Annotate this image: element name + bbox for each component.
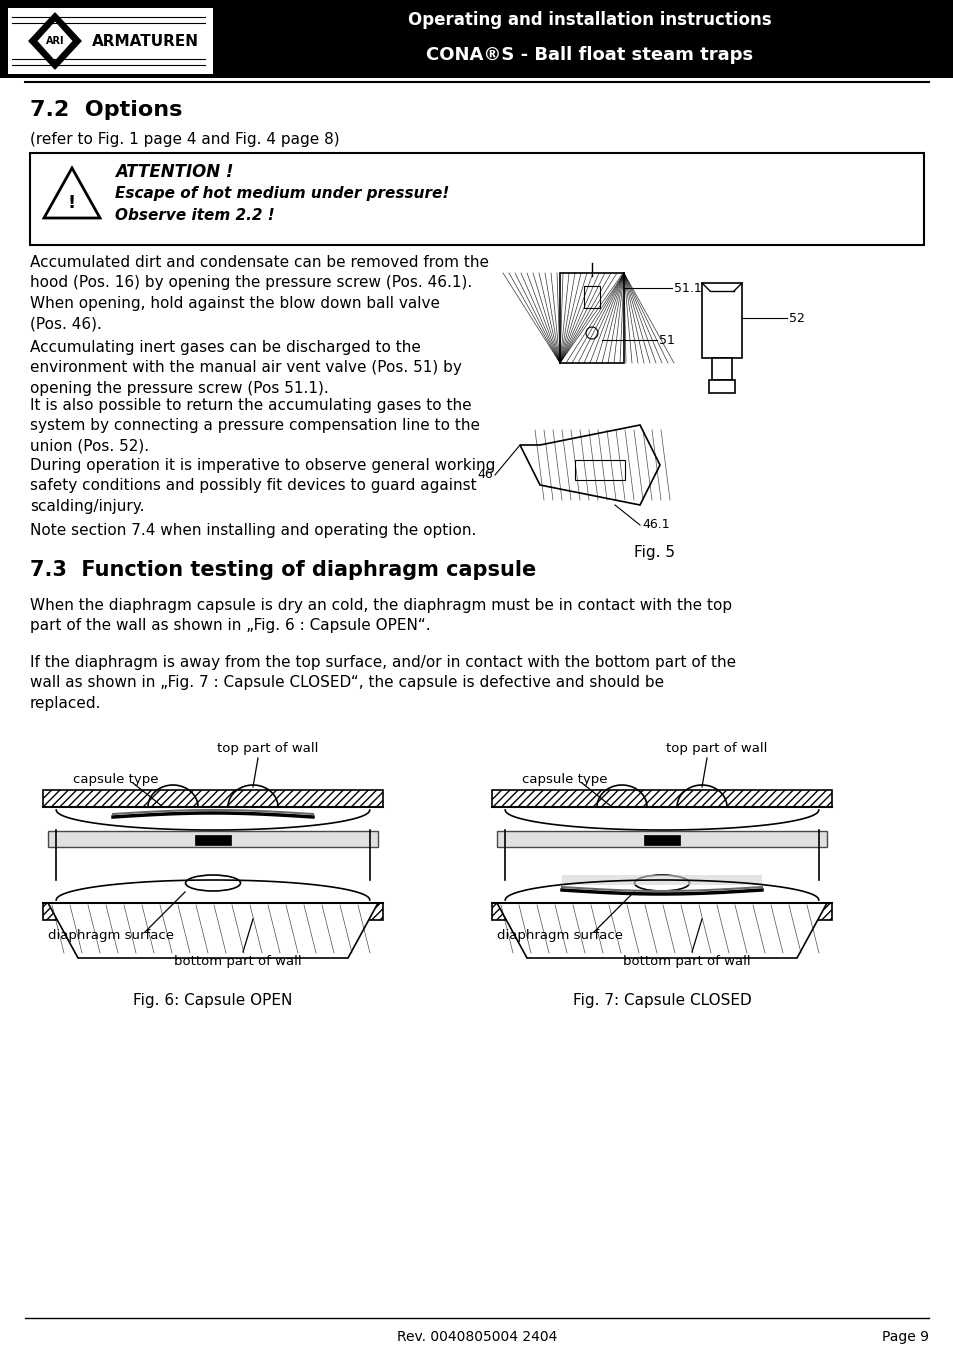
Text: 46.1: 46.1	[641, 519, 669, 531]
Text: It is also possible to return the accumulating gases to the
system by connecting: It is also possible to return the accumu…	[30, 399, 479, 454]
Bar	[30, 153, 923, 245]
Polygon shape	[519, 426, 659, 505]
Ellipse shape	[634, 875, 689, 892]
Polygon shape	[44, 168, 100, 218]
Text: diaphragm surface: diaphragm surface	[497, 928, 622, 942]
Text: During operation it is imperative to observe general working
safety conditions a: During operation it is imperative to obs…	[30, 458, 495, 513]
Bar	[701, 282, 741, 358]
Bar	[561, 875, 761, 885]
Text: 7.3  Function testing of diaphragm capsule: 7.3 Function testing of diaphragm capsul…	[30, 561, 536, 580]
Ellipse shape	[585, 327, 598, 339]
Text: CONA®S - Ball float steam traps: CONA®S - Ball float steam traps	[426, 46, 753, 63]
Ellipse shape	[185, 875, 240, 892]
Text: ATTENTION !: ATTENTION !	[115, 163, 233, 181]
Polygon shape	[29, 14, 81, 69]
Text: Fig. 6: Capsule OPEN: Fig. 6: Capsule OPEN	[133, 993, 293, 1008]
Bar	[575, 459, 624, 480]
Bar	[559, 273, 623, 363]
Polygon shape	[37, 22, 73, 61]
Text: 7.2  Options: 7.2 Options	[30, 100, 182, 120]
Bar	[8, 8, 213, 74]
Bar	[492, 902, 831, 920]
Text: Accumulating inert gases can be discharged to the
environment with the manual ai: Accumulating inert gases can be discharg…	[30, 340, 461, 396]
Bar	[711, 358, 731, 380]
Text: Rev. 0040805004 2404: Rev. 0040805004 2404	[396, 1329, 557, 1344]
Bar	[194, 835, 231, 844]
Text: ARI: ARI	[46, 36, 64, 46]
Text: Fig. 7: Capsule CLOSED: Fig. 7: Capsule CLOSED	[572, 993, 751, 1008]
Text: 52: 52	[788, 312, 804, 324]
Text: If the diaphragm is away from the top surface, and/or in contact with the bottom: If the diaphragm is away from the top su…	[30, 655, 736, 711]
Text: Escape of hot medium under pressure!: Escape of hot medium under pressure!	[115, 186, 449, 201]
Text: (refer to Fig. 1 page 4 and Fig. 4 page 8): (refer to Fig. 1 page 4 and Fig. 4 page …	[30, 132, 339, 147]
Bar	[583, 286, 599, 308]
Text: 46: 46	[476, 469, 493, 481]
Bar	[43, 902, 382, 920]
Text: top part of wall: top part of wall	[217, 742, 318, 755]
Text: capsule type: capsule type	[521, 774, 607, 786]
Polygon shape	[48, 902, 377, 958]
Text: 51: 51	[659, 334, 674, 346]
Text: When the diaphragm capsule is dry an cold, the diaphragm must be in contact with: When the diaphragm capsule is dry an col…	[30, 598, 731, 634]
Text: bottom part of wall: bottom part of wall	[174, 955, 301, 969]
Text: 51.1: 51.1	[673, 281, 701, 295]
Bar	[0, 0, 953, 78]
Text: top part of wall: top part of wall	[665, 742, 767, 755]
Bar	[48, 831, 377, 847]
Text: Note section 7.4 when installing and operating the option.: Note section 7.4 when installing and ope…	[30, 523, 476, 538]
Polygon shape	[497, 902, 826, 958]
Text: Observe item 2.2 !: Observe item 2.2 !	[115, 208, 274, 223]
Text: ARMATUREN: ARMATUREN	[91, 34, 198, 49]
Text: bottom part of wall: bottom part of wall	[622, 955, 750, 969]
Text: Accumulated dirt and condensate can be removed from the
hood (Pos. 16) by openin: Accumulated dirt and condensate can be r…	[30, 255, 489, 331]
Bar	[497, 831, 826, 847]
Text: !: !	[68, 195, 76, 212]
Text: diaphragm surface: diaphragm surface	[48, 928, 173, 942]
Bar	[492, 790, 831, 807]
Bar	[643, 835, 679, 844]
Text: capsule type: capsule type	[73, 774, 158, 786]
Bar	[43, 790, 382, 807]
Text: Operating and installation instructions: Operating and installation instructions	[408, 11, 771, 28]
Bar	[708, 380, 734, 393]
Text: Fig. 5: Fig. 5	[634, 544, 675, 561]
Text: Page 9: Page 9	[882, 1329, 928, 1344]
